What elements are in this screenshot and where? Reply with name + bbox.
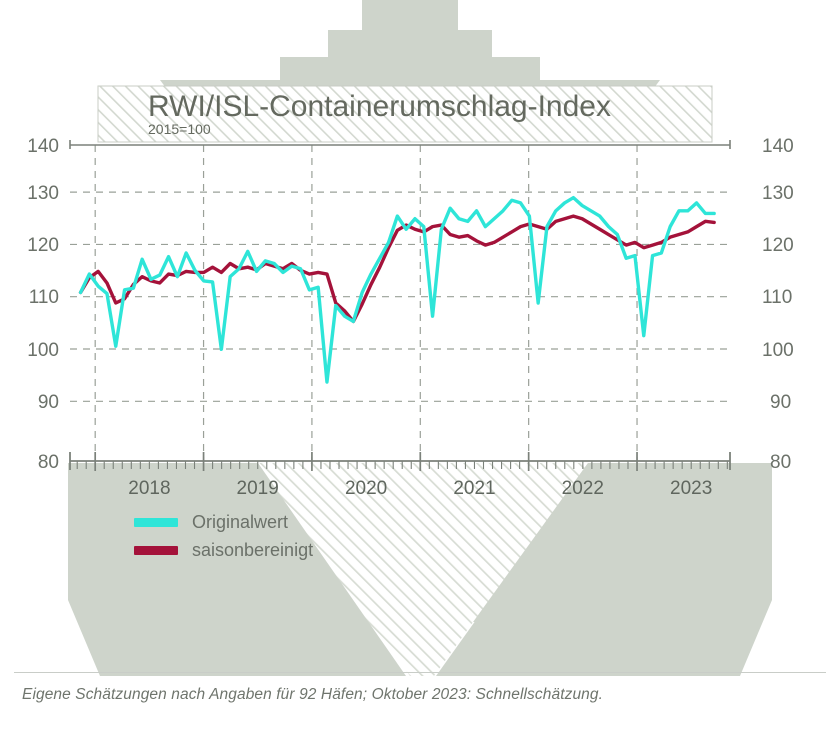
- footnote: Eigene Schätzungen nach Angaben für 92 H…: [22, 686, 604, 703]
- x-tick-2023: 2023: [670, 478, 712, 499]
- x-axis-labels: 2018 2019 2020 2021 2022 2023: [128, 478, 712, 499]
- legend-swatch-originalwert: [134, 518, 178, 527]
- axis-frame: [69, 140, 731, 470]
- y-tick-left-120: 120: [27, 235, 59, 256]
- y-tick-right-80: 80: [770, 452, 791, 473]
- chart-subtitle: 2015=100: [148, 121, 211, 137]
- legend-swatch-saisonbereinigt: [134, 546, 178, 555]
- y-tick-left-140: 140: [27, 136, 59, 157]
- y-tick-right-100: 100: [762, 340, 794, 361]
- x-tick-2018: 2018: [128, 478, 170, 499]
- x-tick-2019: 2019: [237, 478, 279, 499]
- y-axis-left-labels: 140 130 120 110 100 90 80: [27, 136, 59, 473]
- x-axis-month-ticks: [76, 452, 728, 471]
- y-tick-left-110: 110: [29, 287, 59, 308]
- y-tick-right-120: 120: [762, 235, 794, 256]
- data-series-group: [78, 195, 716, 384]
- y-tick-left-130: 130: [27, 183, 59, 204]
- ship-hull-graphic: [68, 463, 772, 676]
- series-line-saisonbereinigt: [78, 214, 716, 324]
- x-tick-2020: 2020: [345, 478, 387, 499]
- y-tick-right-140: 140: [762, 136, 794, 157]
- y-tick-left-80: 80: [38, 452, 59, 473]
- y-gridlines: [70, 191, 730, 402]
- title-banner: RWI/ISL-Containerumschlag-Index 2015=100: [97, 85, 713, 143]
- series-line-originalwert: [78, 195, 716, 384]
- chart-title: RWI/ISL-Containerumschlag-Index: [148, 90, 611, 123]
- y-tick-left-100: 100: [27, 340, 59, 361]
- y-tick-right-110: 110: [762, 287, 792, 308]
- chart-legend: Originalwert saisonbereinigt: [134, 512, 313, 560]
- legend-label-saisonbereinigt: saisonbereinigt: [192, 540, 313, 560]
- legend-label-originalwert: Originalwert: [192, 512, 288, 532]
- y-tick-left-90: 90: [38, 392, 59, 413]
- y-tick-right-130: 130: [762, 183, 794, 204]
- y-axis-right-labels: 140 130 120 110 100 90 80: [762, 136, 794, 473]
- x-tick-2022: 2022: [562, 478, 604, 499]
- x-tick-2021: 2021: [453, 478, 495, 499]
- x-gridlines: [94, 145, 638, 461]
- ship-superstructure-graphic: [160, 0, 660, 96]
- footnote-divider: [14, 672, 826, 673]
- y-tick-right-90: 90: [770, 392, 791, 413]
